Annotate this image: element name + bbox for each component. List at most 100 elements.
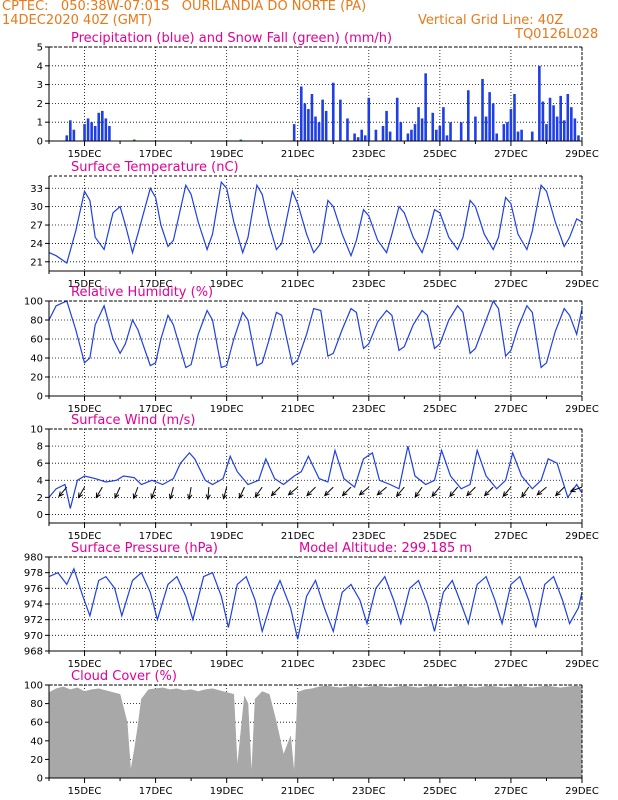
rh-title: Relative Humidity (%) (71, 285, 213, 300)
wind-arrow-head (323, 490, 330, 497)
precip-bar (570, 107, 573, 141)
temp-title: Surface Temperature (nC) (71, 160, 239, 175)
x-tick-label: 19DEC (210, 531, 244, 542)
x-tick-label: 29DEC (565, 659, 599, 670)
precip-bar (324, 110, 328, 141)
y-tick-label: 974 (24, 600, 43, 611)
wind-arrow (377, 486, 387, 496)
precip-bar (321, 99, 324, 141)
precip-bar (562, 120, 566, 141)
wind-arrow (359, 486, 370, 496)
precip-bar (438, 125, 442, 141)
y-tick-label: 80 (30, 316, 43, 327)
wind-arrow-head (58, 491, 64, 498)
x-tick-label: 27DEC (494, 786, 528, 797)
precip-bar (90, 122, 93, 141)
precip-bar (530, 131, 534, 141)
precip-bar (481, 78, 484, 141)
x-tick-label: 17DEC (139, 149, 173, 160)
precip-title: Precipitation (blue) and Snow Fall (gree… (71, 31, 392, 46)
wind-arrow-head (414, 491, 420, 498)
wind-arrow-head (132, 493, 138, 500)
wind-arrow (342, 486, 352, 496)
y-tick-label: 1 (37, 118, 43, 129)
precip-bar (484, 116, 488, 141)
wind-arrow (114, 486, 121, 499)
y-tick-label: 60 (30, 335, 43, 346)
x-tick-label: 15DEC (68, 279, 102, 290)
precip-bar (495, 133, 499, 141)
y-tick-label: 5 (37, 43, 43, 54)
rh-panel (45, 299, 583, 401)
precip-bar (97, 112, 101, 141)
header-grid-note: Vertical Grid Line: 40Z (418, 13, 564, 28)
precip-bar (356, 137, 360, 141)
precip-bar (559, 95, 562, 141)
wind-arrow (238, 486, 245, 499)
wind-arrow-head (395, 491, 402, 498)
precip-bar (86, 118, 90, 141)
precip-bar (413, 124, 417, 141)
wind-arrow-head (168, 493, 174, 500)
wind-arrow (306, 486, 316, 496)
wind-arrow-head (536, 490, 543, 496)
x-tick-label: 15DEC (68, 786, 102, 797)
cloud-title: Cloud Cover (%) (71, 669, 177, 684)
precip-bar (104, 118, 108, 141)
wind-arrow (466, 486, 476, 496)
precip-bar (367, 97, 371, 141)
pres-subtitle: Model Altitude: 299.185 m (299, 541, 472, 556)
precip-bar (506, 122, 509, 141)
precip-bar (410, 129, 413, 141)
pres-panel (45, 556, 583, 656)
precip-bar (317, 122, 321, 141)
x-tick-label: 25DEC (423, 659, 457, 670)
wind-arrow (78, 486, 85, 498)
precip-bar (445, 135, 449, 141)
precip-bar (65, 135, 69, 141)
y-tick-label: 4 (37, 61, 43, 72)
precip-bar (417, 107, 420, 141)
precip-bar (548, 97, 552, 141)
y-tick-label: 100 (24, 681, 43, 692)
wind-arrow-head (254, 491, 260, 498)
precip-bar (72, 129, 76, 141)
wind-arrow-head (466, 490, 472, 497)
wind-arrow-head (358, 490, 365, 496)
precip-bar (101, 110, 104, 141)
y-tick-label: 30 (30, 202, 43, 213)
y-tick-label: 100 (24, 297, 43, 308)
y-tick-label: 980 (24, 553, 43, 564)
precip-bar (566, 94, 570, 141)
y-tick-label: 0 (37, 510, 43, 521)
x-tick-label: 15DEC (68, 659, 102, 670)
x-tick-label: 15DEC (68, 149, 102, 160)
wind-arrow-head (187, 493, 193, 501)
x-tick-label: 29DEC (565, 786, 599, 797)
y-tick-label: 4 (37, 476, 43, 487)
x-tick-label: 25DEC (423, 404, 457, 415)
y-tick-label: 968 (24, 647, 43, 658)
x-tick-label: 23DEC (352, 531, 386, 542)
wind-arrow (324, 486, 334, 496)
wind-arrow-head (554, 490, 561, 497)
wind-arrow (484, 486, 494, 496)
wind-arrow (449, 486, 459, 497)
precip-bar (502, 124, 506, 141)
wind-arrow (555, 486, 565, 496)
precip-bar (577, 135, 580, 141)
precip-bar (314, 116, 317, 141)
precip-bar (374, 129, 378, 141)
y-tick-label: 24 (30, 239, 43, 250)
y-tick-label: 10 (30, 425, 43, 436)
wind-panel (45, 428, 583, 528)
x-tick-label: 25DEC (423, 786, 457, 797)
y-tick-label: 0 (37, 392, 43, 403)
wind-arrow (431, 486, 441, 497)
x-tick-label: 25DEC (423, 531, 457, 542)
header-date: 14DEC2020 40Z (GMT) (2, 13, 153, 28)
wind-arrow-head (287, 490, 294, 496)
precip-bar (388, 131, 392, 141)
precip-bar (292, 124, 296, 141)
